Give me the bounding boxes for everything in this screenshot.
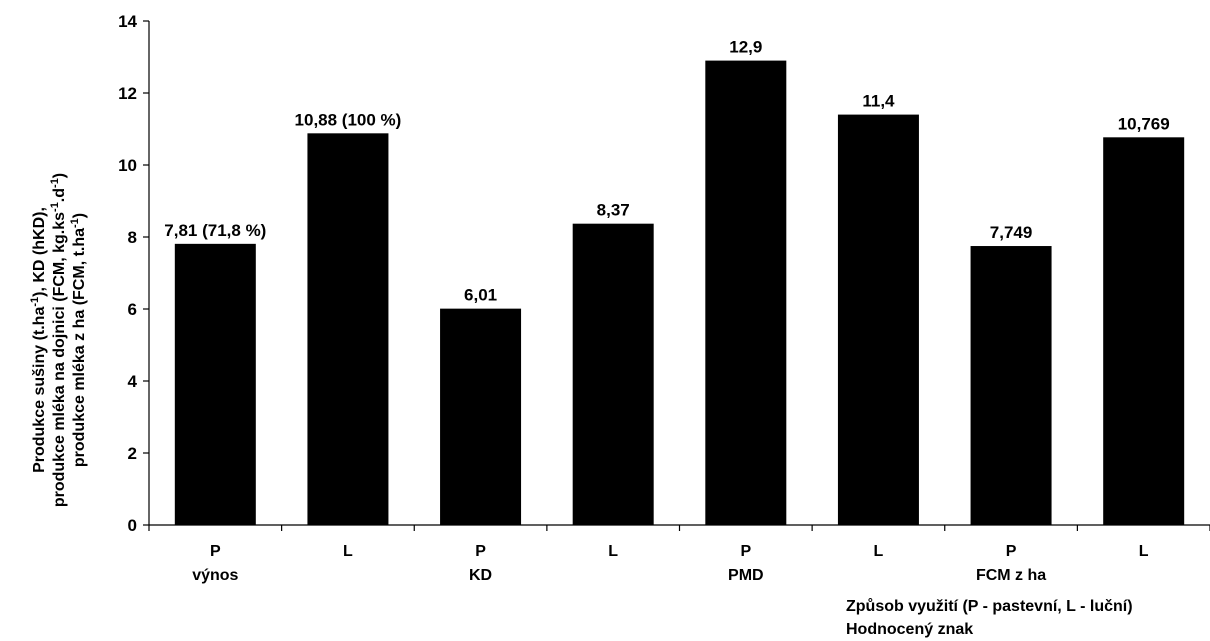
data-label: 6,01 bbox=[464, 286, 497, 305]
bar bbox=[705, 60, 787, 525]
x-category-label: L bbox=[874, 543, 884, 560]
x-group-label: výnos bbox=[192, 567, 238, 584]
bar bbox=[1103, 137, 1185, 526]
bar bbox=[174, 243, 256, 525]
y-axis-title-line-1: Produkce sušiny (t.ha-1), KD (hKD), bbox=[29, 207, 48, 473]
bar bbox=[837, 114, 919, 525]
y-tick-label: 8 bbox=[128, 228, 137, 247]
y-axis-title-line-3: produkce mléka z ha (FCM, t.ha-1) bbox=[69, 213, 88, 467]
data-label: 7,749 bbox=[990, 223, 1033, 242]
y-tick-label: 10 bbox=[118, 156, 137, 175]
x-category-label: P bbox=[740, 543, 751, 560]
y-tick-label: 12 bbox=[118, 84, 137, 103]
x-category-label: L bbox=[608, 543, 618, 560]
x-category-label: P bbox=[475, 543, 486, 560]
y-tick-label: 14 bbox=[118, 12, 137, 31]
bar bbox=[440, 308, 522, 525]
bar bbox=[970, 246, 1052, 525]
x-category-label: P bbox=[1006, 543, 1017, 560]
data-label: 11,4 bbox=[862, 92, 895, 111]
y-axis-title: Produkce sušiny (t.ha-1), KD (hKD), prod… bbox=[29, 173, 88, 507]
y-tick-label: 6 bbox=[128, 300, 137, 319]
data-label: 10,88 (100 %) bbox=[295, 110, 402, 129]
x-axis-title-line-1: Způsob využití (P - pastevní, L - luční) bbox=[846, 598, 1133, 615]
y-tick-label: 4 bbox=[128, 372, 138, 391]
bar bbox=[572, 223, 654, 525]
x-category-label: L bbox=[1139, 543, 1149, 560]
x-group-label: FCM z ha bbox=[976, 567, 1046, 584]
y-tick-label: 2 bbox=[128, 444, 137, 463]
y-axis-title-line-2: produkce mléka na dojnici (FCM, kg.ks-1.… bbox=[49, 173, 68, 507]
data-label: 7,81 (71,8 %) bbox=[164, 221, 266, 240]
bar bbox=[307, 133, 389, 525]
x-category-label: P bbox=[210, 543, 221, 560]
data-label: 10,769 bbox=[1118, 114, 1170, 133]
x-category-label: L bbox=[343, 543, 353, 560]
x-axis-title-line-2: Hodnocený znak bbox=[846, 621, 973, 638]
x-group-label: KD bbox=[469, 567, 492, 584]
y-tick-label: 0 bbox=[128, 516, 137, 535]
x-group-label: PMD bbox=[728, 567, 764, 584]
plot-area: 0 2 4 6 8 10 12 14 7,81 (71,8 %) P 10,88 (100 %) L 6… bbox=[118, 12, 1210, 584]
data-label: 8,37 bbox=[597, 201, 630, 220]
data-label: 12,9 bbox=[729, 38, 762, 57]
